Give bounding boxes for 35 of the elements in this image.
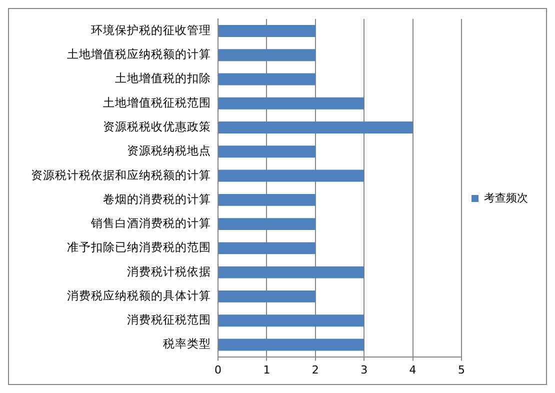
y-tick-label: 消费税征税范围 — [127, 312, 211, 327]
bar — [218, 24, 316, 37]
bar — [218, 290, 316, 302]
bar — [218, 170, 364, 182]
bar — [218, 122, 413, 134]
y-tick-label: 土地增值税征税范围 — [103, 95, 211, 110]
bar — [218, 97, 364, 110]
y-tick-label: 资源税纳税地点 — [127, 144, 211, 158]
legend-label: 考查频次 — [484, 191, 528, 204]
bar — [218, 242, 316, 254]
x-tick-label: 3 — [360, 363, 368, 376]
bar — [218, 194, 316, 206]
x-tick-label: 0 — [214, 363, 222, 376]
y-tick-label: 准予扣除已纳消费税的范围 — [67, 240, 211, 254]
bar — [218, 73, 316, 86]
x-tick-label: 4 — [409, 363, 416, 376]
bar — [218, 338, 364, 351]
x-tick-label: 1 — [263, 363, 270, 376]
y-tick-label: 税率类型 — [163, 336, 211, 351]
bar — [218, 49, 316, 62]
bar — [218, 218, 316, 230]
y-tick-label: 土地增值税应纳税额的计算 — [67, 47, 211, 62]
bar — [218, 266, 364, 278]
y-tick-label: 消费税计税依据 — [127, 264, 211, 278]
y-tick-label: 资源税计税依据和应纳税额的计算 — [31, 168, 211, 182]
y-tick-label: 环境保护税的征收管理 — [91, 22, 211, 37]
bar — [218, 146, 316, 158]
x-tick-label: 5 — [458, 363, 465, 376]
bar — [218, 314, 364, 327]
y-tick-label: 销售白酒消费税的计算 — [90, 216, 211, 230]
y-tick-label: 卷烟的消费税的计算 — [103, 192, 211, 206]
y-tick-label: 土地增值税的扣除 — [115, 71, 211, 86]
y-tick-label: 资源税税收优惠政策 — [103, 119, 211, 134]
y-tick-label: 消费税应纳税额的具体计算 — [67, 288, 211, 302]
x-tick-label: 2 — [312, 363, 319, 376]
